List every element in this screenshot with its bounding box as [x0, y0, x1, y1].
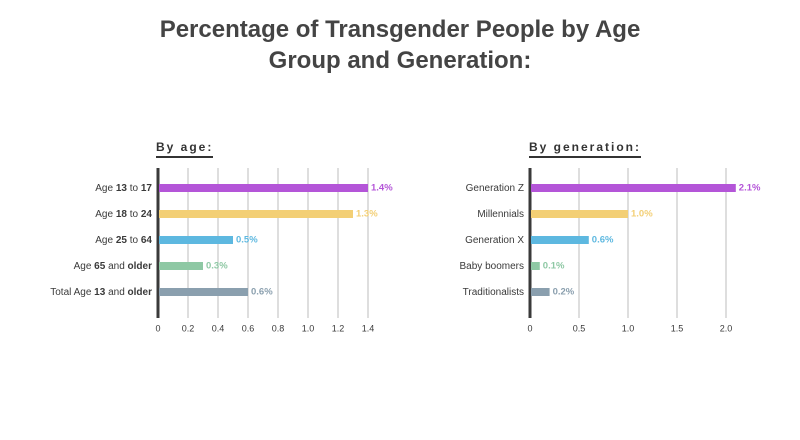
page-title: Percentage of Transgender People by Age … — [0, 14, 800, 76]
generation-value-label: 0.2% — [553, 287, 575, 298]
age-bar — [159, 262, 203, 270]
title-line-2: Group and Generation: — [268, 47, 532, 74]
generation-bar — [531, 262, 540, 270]
generation-category-label: Baby boomers — [460, 261, 524, 272]
age-tick-label: 1.2 — [332, 323, 345, 333]
age-panel-label: By age: — [156, 140, 214, 158]
generation-value-label: 1.0% — [631, 209, 653, 220]
age-tick-label: 0 — [155, 323, 160, 333]
age-tick-label: 0.4 — [212, 323, 225, 333]
generation-bar — [531, 210, 628, 218]
generation-tick-label: 0 — [527, 323, 532, 333]
age-value-label: 0.5% — [236, 235, 258, 246]
generation-bar — [531, 236, 589, 244]
generation-bar — [531, 184, 736, 192]
generation-value-label: 0.1% — [543, 261, 565, 272]
title-line-1: Percentage of Transgender People by Age — [159, 16, 641, 43]
generation-tick-label: 0.5 — [573, 323, 586, 333]
age-category-label: Age 13 to 17 — [95, 183, 152, 194]
generation-bar — [531, 288, 550, 296]
age-value-label: 0.6% — [251, 287, 273, 298]
age-value-label: 1.4% — [371, 183, 393, 194]
generation-category-label: Traditionalists — [463, 287, 524, 298]
age-tick-label: 1.0 — [302, 323, 315, 333]
age-bar — [159, 236, 233, 244]
age-category-label: Total Age 13 and older — [50, 287, 152, 298]
generation-category-label: Millennials — [477, 209, 524, 220]
age-value-label: 1.3% — [356, 209, 378, 220]
age-tick-label: 0.6 — [242, 323, 255, 333]
generation-value-label: 2.1% — [739, 183, 761, 194]
age-tick-label: 0.2 — [182, 323, 195, 333]
generation-tick-label: 2.0 — [720, 323, 733, 333]
generation-category-label: Generation Z — [466, 183, 524, 194]
generation-tick-label: 1.0 — [622, 323, 635, 333]
age-tick-label: 1.4 — [362, 323, 375, 333]
age-category-label: Age 25 to 64 — [95, 235, 152, 246]
generation-category-label: Generation X — [465, 235, 524, 246]
age-category-label: Age 18 to 24 — [95, 209, 152, 220]
generation-panel-label: By generation: — [529, 140, 642, 158]
age-category-label: Age 65 and older — [74, 261, 153, 272]
age-bar — [159, 288, 248, 296]
age-value-label: 0.3% — [206, 261, 228, 272]
generation-value-label: 0.6% — [592, 235, 614, 246]
age-bar — [159, 184, 368, 192]
age-bar — [159, 210, 353, 218]
generation-tick-label: 1.5 — [671, 323, 684, 333]
age-tick-label: 0.8 — [272, 323, 285, 333]
